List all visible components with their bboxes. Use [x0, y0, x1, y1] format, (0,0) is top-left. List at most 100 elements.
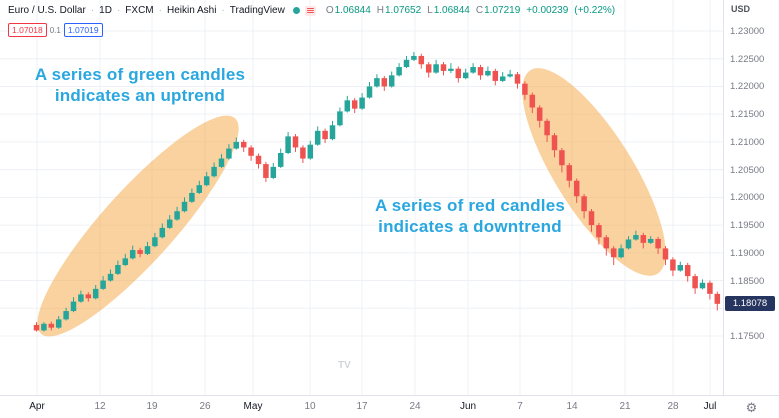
time-tick-label: 12 — [94, 401, 106, 412]
bid-ask-row: 1.07018 0.1 1.07019 — [8, 23, 103, 38]
candle-body — [684, 265, 691, 277]
uptrend-annotation-line1: A series of green candles — [34, 65, 246, 84]
candle-body — [92, 288, 99, 299]
interval-label[interactable]: 1D — [99, 5, 112, 16]
downtrend-annotation-line2: indicates a downtrend — [378, 217, 562, 236]
separator-dot: · — [221, 5, 225, 16]
candle-body — [41, 323, 47, 331]
chart-type-label[interactable]: Heikin Ashi — [166, 5, 217, 16]
candle-body — [677, 265, 684, 271]
time-tick-label: 21 — [619, 401, 631, 412]
separator-dot: · — [116, 5, 121, 16]
candle-body — [366, 86, 373, 98]
candle-body — [514, 74, 521, 84]
candle-body — [499, 76, 506, 81]
candle-body — [285, 136, 291, 153]
settings-gear-icon[interactable]: ⚙ — [745, 399, 758, 415]
candle-body — [507, 74, 513, 77]
candle-body — [640, 235, 647, 243]
candle-body — [48, 323, 55, 328]
candle-body — [337, 111, 343, 126]
candle-body — [85, 294, 92, 299]
candle-body — [277, 152, 284, 167]
candle-body — [329, 125, 336, 140]
candle-body — [381, 78, 388, 87]
candle-body — [181, 201, 188, 212]
candle-body — [581, 196, 587, 212]
time-tick-label: 24 — [409, 401, 421, 412]
ohlc-close-label: C — [475, 5, 484, 16]
price-tick-label: 1.19000 — [730, 247, 765, 259]
candle-body — [603, 237, 610, 249]
time-tick-label: 28 — [667, 401, 679, 412]
buy-price-badge[interactable]: 1.07019 — [63, 23, 103, 38]
ohlc-high-value: 1.07652 — [385, 5, 422, 16]
price-tick-label: 1.20000 — [730, 192, 765, 204]
price-tick-label: 1.23000 — [730, 26, 765, 37]
downtrend-annotation: A series of red candles indicates a down… — [358, 195, 582, 237]
price-tick-label: 1.20500 — [730, 164, 765, 176]
candle-body — [307, 144, 314, 159]
sell-price-badge[interactable]: 1.07018 — [8, 23, 47, 38]
candle-body — [78, 294, 84, 302]
candle-body — [211, 166, 217, 177]
candle-body — [107, 273, 114, 281]
time-tick-label: Jun — [459, 401, 477, 412]
candle-body — [396, 67, 402, 76]
candle-body — [159, 227, 166, 238]
market-status-icon — [292, 7, 300, 14]
candle-body — [218, 158, 225, 167]
candle-body — [226, 148, 232, 159]
candle-body — [189, 192, 195, 202]
time-tick-label: 10 — [304, 401, 316, 412]
tradingview-watermark[interactable]: TV — [338, 360, 351, 371]
price-tick-label: 1.18500 — [730, 275, 765, 287]
candle-body — [655, 238, 661, 249]
candle-body — [270, 166, 277, 178]
candle-body — [403, 59, 410, 68]
candle-body — [425, 64, 432, 73]
alert-list-icon[interactable] — [304, 5, 316, 16]
ohlc-open-label: O — [325, 5, 334, 16]
price-tick-label: 1.22000 — [730, 81, 765, 93]
time-tick-label: 17 — [356, 401, 368, 412]
currency-label[interactable]: USD — [731, 4, 751, 14]
candle-body — [588, 211, 595, 226]
axis-corner: ⚙ — [724, 396, 779, 418]
candle-body — [166, 219, 173, 228]
candle-body — [470, 67, 476, 73]
candle-body — [625, 239, 632, 249]
candle-body — [344, 100, 351, 112]
time-tick-label: May — [243, 401, 263, 412]
candle-body — [596, 225, 602, 238]
candle-body — [633, 235, 639, 240]
candle-body — [263, 164, 269, 178]
last-price-badge: 1.18078 — [725, 295, 775, 311]
candle-body — [255, 155, 262, 165]
price-tick-label: 1.22500 — [730, 53, 765, 65]
price-tick-label: 1.17500 — [730, 330, 765, 342]
candle-body — [610, 248, 617, 258]
exchange-label[interactable]: FXCM — [125, 5, 154, 16]
candle-body — [63, 311, 69, 320]
candle-body — [559, 150, 565, 166]
time-tick-label: 14 — [566, 401, 578, 412]
candle-body — [174, 211, 180, 220]
time-axis[interactable]: Apr 12 19 26 May 10 17 24 Jun 7 14 21 28 Jul — [0, 395, 779, 418]
time-tick-label: Apr — [29, 401, 45, 412]
candle-body — [411, 55, 417, 60]
ohlc-close-value: 1.07219 — [484, 5, 521, 16]
candle-body — [647, 238, 654, 243]
candle-body — [55, 319, 62, 328]
brand-label[interactable]: TradingView — [229, 5, 285, 16]
candle-body — [196, 185, 203, 193]
price-axis[interactable]: USD 1.23000 1.22500 1.22000 1.21500 1.21000 1… — [723, 0, 779, 396]
candle-body — [33, 324, 40, 331]
candle-body — [551, 135, 558, 151]
candle-body — [351, 100, 358, 109]
symbol-name[interactable]: Euro / U.S. Dollar — [8, 5, 86, 16]
uptrend-annotation: A series of green candles indicates an u… — [28, 64, 252, 106]
downtrend-annotation-line1: A series of red candles — [374, 196, 566, 215]
